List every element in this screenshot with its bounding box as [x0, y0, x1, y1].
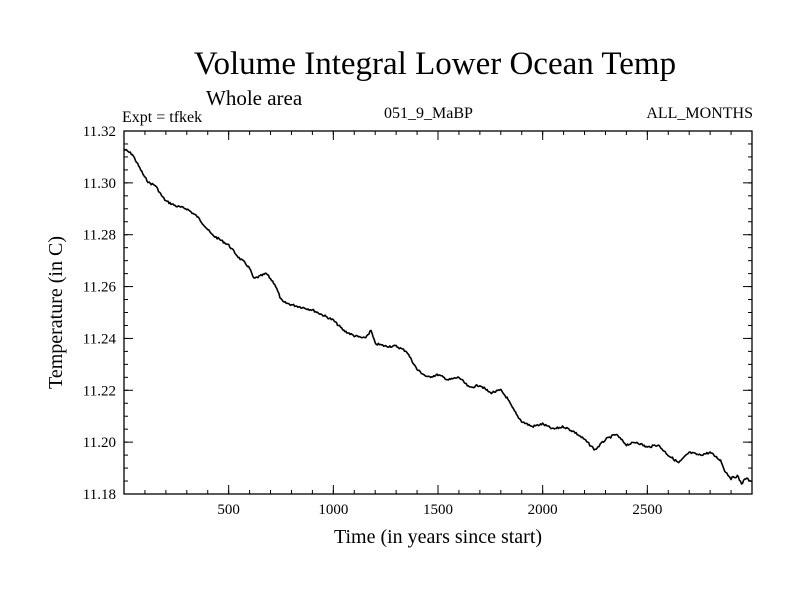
- y-tick-label: 11.32: [83, 124, 116, 140]
- x-tick-label: 1500: [423, 502, 453, 518]
- y-axis-label: Temperature (in C): [45, 236, 67, 389]
- x-tick-label: 500: [217, 502, 240, 518]
- ticks-group: 500 1000 1500 2000 2500 11.18 11.20 11.22 11.24 1…: [83, 124, 752, 518]
- y-tick-label: 11.24: [83, 331, 117, 347]
- y-tick-label: 11.18: [83, 487, 116, 503]
- x-axis-label: Time (in years since start): [334, 526, 542, 548]
- chart-subtitle: Whole area: [206, 86, 303, 110]
- y-tick-label: 11.22: [83, 383, 116, 399]
- series-line: [123, 148, 753, 485]
- plot-area-frame: [123, 130, 753, 495]
- period-label: ALL_MONTHS: [646, 105, 753, 122]
- y-tick-label: 11.26: [83, 280, 117, 296]
- chart-title: Volume Integral Lower Ocean Temp: [193, 46, 677, 82]
- x-tick-label: 2000: [528, 502, 558, 518]
- x-tick-label: 1000: [318, 502, 348, 518]
- experiment-label: Expt = tfkek: [122, 109, 203, 126]
- y-tick-label: 11.30: [83, 176, 116, 192]
- x-tick-label: 2500: [632, 502, 662, 518]
- y-tick-label: 11.28: [83, 228, 116, 244]
- series-group: [123, 148, 753, 485]
- run-id-label: 051_9_MaBP: [384, 105, 473, 122]
- y-tick-label: 11.20: [83, 435, 116, 451]
